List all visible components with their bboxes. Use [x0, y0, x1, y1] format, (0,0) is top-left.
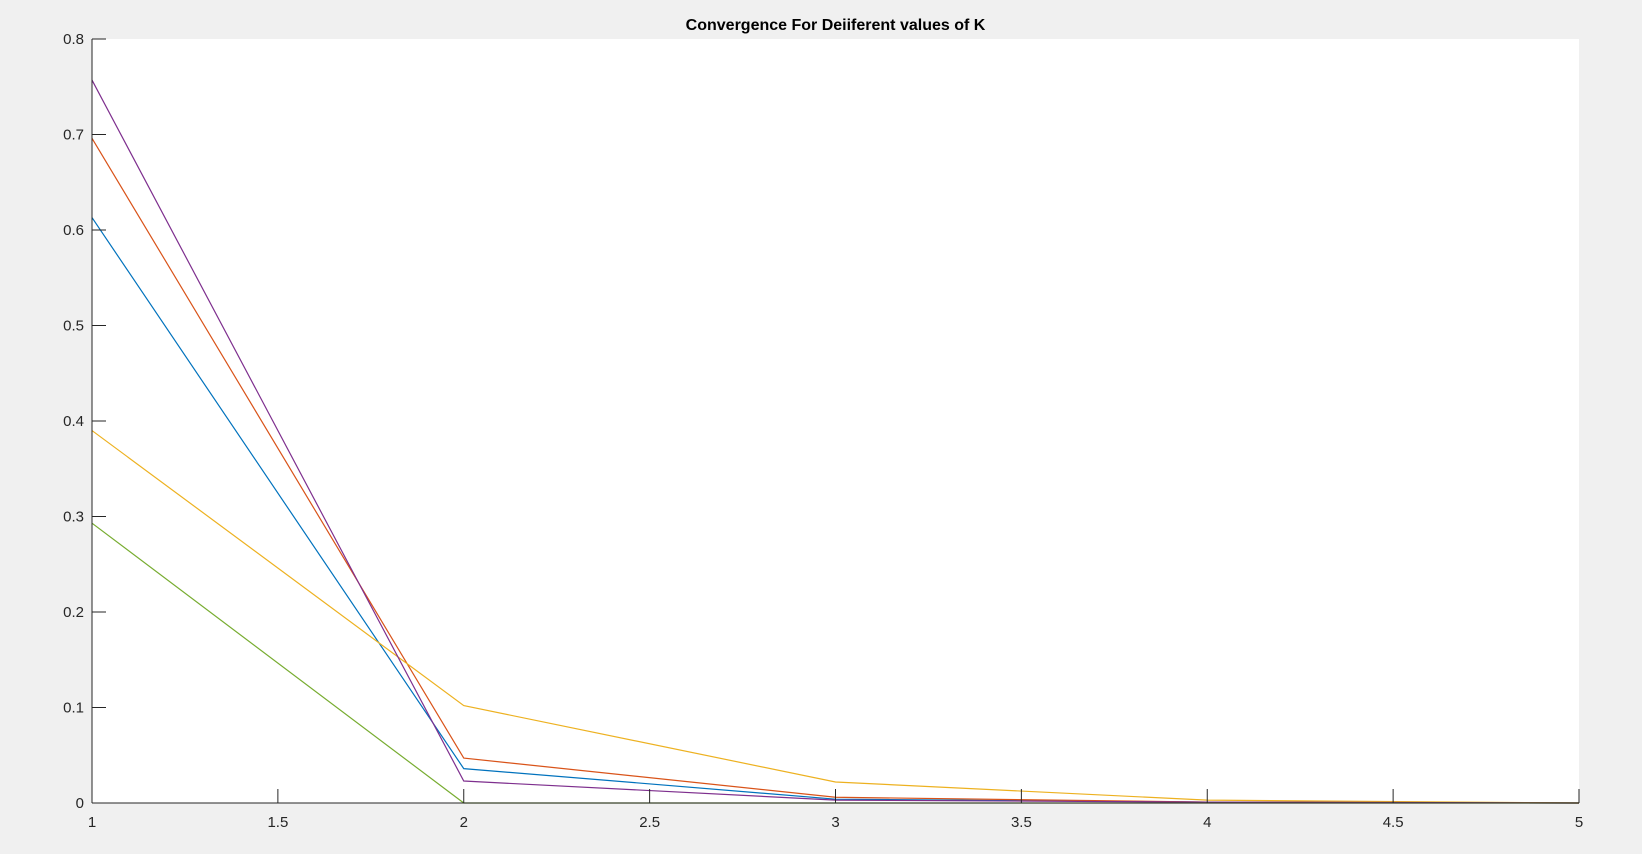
x-tick-label: 1.5 — [267, 814, 288, 831]
x-tick-label: 2.5 — [639, 814, 660, 831]
y-tick-label: 0.3 — [63, 509, 84, 526]
y-tick-label: 0.8 — [63, 31, 84, 48]
x-tick-label: 2 — [460, 814, 468, 831]
x-tick-label: 4 — [1203, 814, 1211, 831]
y-tick-label: 0 — [76, 795, 84, 812]
y-tick-label: 0.2 — [63, 604, 84, 621]
chart-title: Convergence For Deiiferent values of K — [686, 17, 986, 34]
y-tick-label: 0.5 — [63, 318, 84, 335]
x-tick-label: 3 — [831, 814, 839, 831]
y-axis: 0 0.1 0.2 0.3 0.4 0.5 0.6 0.7 0.8 — [63, 31, 106, 812]
x-tick-label: 4.5 — [1383, 814, 1404, 831]
plot-area — [92, 39, 1579, 803]
x-tick-label: 3.5 — [1011, 814, 1032, 831]
x-tick-label: 1 — [88, 814, 96, 831]
y-tick-label: 0.1 — [63, 700, 84, 717]
x-axis: 1 1.5 2 2.5 3 3.5 4 4.5 5 — [88, 789, 1583, 831]
x-tick-label: 5 — [1575, 814, 1583, 831]
y-tick-label: 0.7 — [63, 127, 84, 144]
y-tick-label: 0.6 — [63, 222, 84, 239]
y-tick-label: 0.4 — [63, 413, 84, 430]
series-line-3 — [91, 430, 1580, 804]
